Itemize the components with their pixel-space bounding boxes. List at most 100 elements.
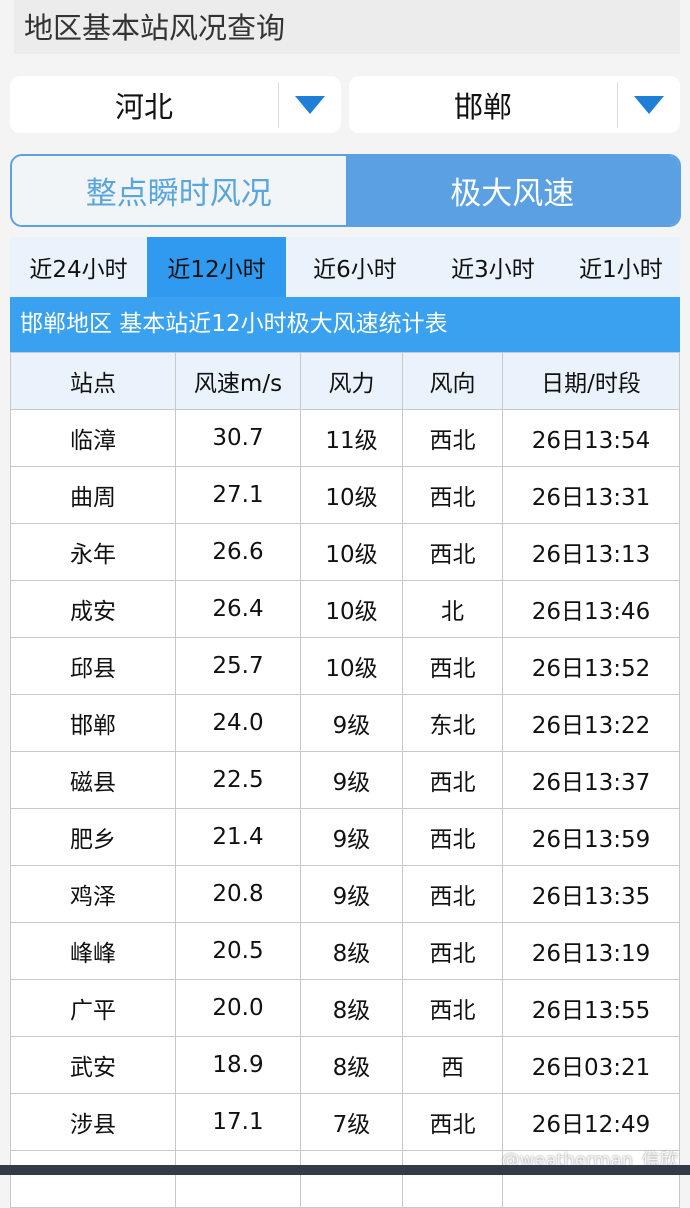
cell-speed: 26.6 — [175, 523, 301, 581]
city-select[interactable]: 邯郸 — [349, 76, 680, 133]
cell-speed: 24.0 — [175, 694, 301, 752]
page-title: 地区基本站风况查询 — [14, 0, 680, 54]
cell-force: 8级 — [300, 979, 403, 1037]
table-row: 临漳 30.7 11级 西北 26日13:54 — [10, 409, 680, 467]
cell-time: 26日13:46 — [502, 580, 680, 638]
province-value: 河北 — [114, 89, 173, 124]
cell-direction: 西北 — [402, 865, 503, 923]
cell-direction: 北 — [402, 580, 503, 638]
cell-station: 成安 — [10, 580, 176, 638]
cell-direction: 西北 — [402, 637, 503, 695]
mode-hourly-instant[interactable]: 整点瞬时风况 — [12, 156, 346, 225]
divider — [278, 81, 279, 128]
cell-empty — [300, 1150, 403, 1208]
table-row: 邱县 25.7 10级 西北 26日13:52 — [10, 637, 680, 695]
cell-speed: 20.0 — [175, 979, 301, 1037]
dropdown-arrow-icon[interactable] — [279, 95, 341, 114]
cell-direction: 东北 — [402, 694, 503, 752]
cell-time: 26日13:59 — [502, 808, 680, 866]
province-select[interactable]: 河北 — [10, 76, 341, 133]
cell-force: 9级 — [300, 865, 403, 923]
table-caption: 邯郸地区 基本站近12小时极大风速统计表 — [10, 297, 680, 352]
mode-max-wind[interactable]: 极大风速 — [345, 156, 679, 225]
table-row: 曲周 27.1 10级 西北 26日13:31 — [10, 466, 680, 524]
cell-speed: 20.8 — [175, 865, 301, 923]
tab-3h[interactable]: 近3小时 — [451, 257, 535, 283]
cell-direction: 西北 — [402, 409, 503, 467]
cell-force: 11级 — [300, 409, 403, 467]
cell-station: 广平 — [10, 979, 176, 1037]
cell-direction: 西北 — [402, 979, 503, 1037]
cell-speed: 21.4 — [175, 808, 301, 866]
mode-segmented-control: 整点瞬时风况 极大风速 — [10, 154, 681, 227]
cell-time: 26日13:13 — [502, 523, 680, 581]
cell-force: 9级 — [300, 808, 403, 866]
cell-force: 7级 — [300, 1093, 403, 1151]
cell-station: 磁县 — [10, 751, 176, 809]
table-row: 涉县 17.1 7级 西北 26日12:49 — [10, 1093, 680, 1151]
cell-station: 鸡泽 — [10, 865, 176, 923]
city-value: 邯郸 — [453, 89, 512, 124]
cell-empty — [175, 1150, 301, 1208]
dropdown-arrow-icon[interactable] — [618, 95, 680, 114]
wind-table: 站点 风速m/s 风力 风向 日期/时段 临漳 30.7 11级 西北 26日13:54… — [10, 352, 680, 1208]
cell-station: 曲周 — [10, 466, 176, 524]
cell-speed: 25.7 — [175, 637, 301, 695]
tab-1h[interactable]: 近1小时 — [579, 257, 663, 283]
cell-station: 武安 — [10, 1036, 176, 1094]
cell-time: 26日12:49 — [502, 1093, 680, 1151]
cell-direction: 西北 — [402, 751, 503, 809]
table-row: 成安 26.4 10级北 26日13:46 — [10, 580, 680, 638]
cell-station: 涉县 — [10, 1093, 176, 1151]
divider — [617, 81, 618, 128]
cell-direction: 西 — [402, 1036, 503, 1094]
cell-direction: 西北 — [402, 922, 503, 980]
table-header: 站点 风速m/s 风力 风向 日期/时段 — [10, 352, 680, 410]
col-direction: 风向 — [402, 352, 503, 410]
cell-speed: 22.5 — [175, 751, 301, 809]
cell-force: 8级 — [300, 922, 403, 980]
cell-force: 10级 — [300, 466, 403, 524]
cell-station: 邯郸 — [10, 694, 176, 752]
table-row: 峰峰 20.5 8级 西北 26日13:19 — [10, 922, 680, 980]
cell-force: 9级 — [300, 751, 403, 809]
cell-speed: 20.5 — [175, 922, 301, 980]
cell-time: 26日13:55 — [502, 979, 680, 1037]
table-row: 邯郸 24.0 9级 东北 26日13:22 — [10, 694, 680, 752]
table-row: 鸡泽 20.8 9级 西北 26日13:35 — [10, 865, 680, 923]
cell-time: 26日13:37 — [502, 751, 680, 809]
cell-direction: 西北 — [402, 1093, 503, 1151]
cell-station: 临漳 — [10, 409, 176, 467]
cell-time: 26日03:21 — [502, 1036, 680, 1094]
tab-12h[interactable]: 近12小时 — [147, 237, 286, 297]
tab-6h[interactable]: 近6小时 — [313, 257, 397, 283]
table-row: 永年 26.6 10级 西北 26日13:13 — [10, 523, 680, 581]
time-range-tabs: 近24小时 近12小时 近6小时 近3小时 近1小时 — [10, 237, 680, 297]
cell-force: 10级 — [300, 580, 403, 638]
cell-time: 26日13:54 — [502, 409, 680, 467]
cell-time: 26日13:22 — [502, 694, 680, 752]
col-station: 站点 — [10, 352, 176, 410]
cell-station: 峰峰 — [10, 922, 176, 980]
col-speed: 风速m/s — [175, 352, 301, 410]
cell-speed: 30.7 — [175, 409, 301, 467]
cell-direction: 西北 — [402, 808, 503, 866]
cell-time: 26日13:31 — [502, 466, 680, 524]
cell-force: 10级 — [300, 637, 403, 695]
cell-speed: 17.1 — [175, 1093, 301, 1151]
cell-force: 9级 — [300, 694, 403, 752]
tab-24h[interactable]: 近24小时 — [29, 257, 128, 283]
cell-station: 邱县 — [10, 637, 176, 695]
col-time: 日期/时段 — [502, 352, 680, 410]
cell-direction: 西北 — [402, 523, 503, 581]
cell-station: 永年 — [10, 523, 176, 581]
cell-time: 26日13:35 — [502, 865, 680, 923]
cell-time: 26日13:52 — [502, 637, 680, 695]
cell-speed: 18.9 — [175, 1036, 301, 1094]
cell-speed: 26.4 — [175, 580, 301, 638]
cell-force: 10级 — [300, 523, 403, 581]
table-row: 武安 18.9 8级西 26日03:21 — [10, 1036, 680, 1094]
cell-speed: 27.1 — [175, 466, 301, 524]
cell-empty — [402, 1150, 503, 1208]
cell-time: 26日13:19 — [502, 922, 680, 980]
